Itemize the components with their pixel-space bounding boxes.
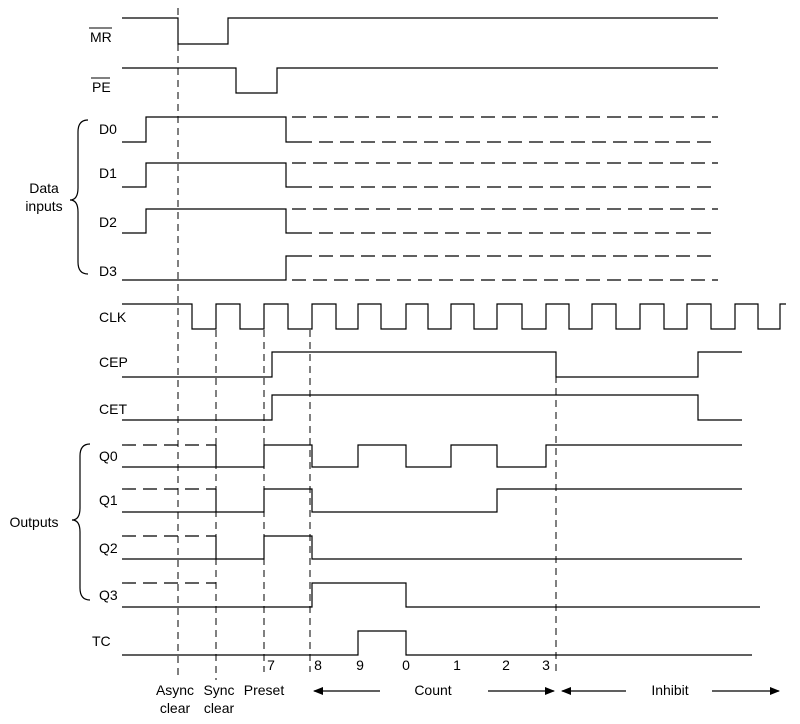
signal-label-d2: D2 (99, 214, 117, 230)
wave-d2 (122, 208, 298, 234)
phase-preset: Preset (244, 682, 285, 698)
phase-async-line2: clear (160, 700, 191, 716)
outputs-label: Outputs (9, 514, 58, 530)
phase-sync-line2: clear (204, 700, 235, 716)
count-9: 9 (356, 657, 364, 673)
outputs-brace (71, 443, 91, 601)
signal-label-pe: PE (92, 79, 111, 95)
wave-cep (122, 351, 742, 378)
wave-q0 (122, 444, 742, 468)
signal-label-tc: TC (92, 633, 111, 649)
phase-sync-line1: Sync (203, 682, 234, 698)
data-inputs-label-line2: inputs (25, 198, 62, 214)
wave-mr (122, 17, 718, 45)
signal-label-d1: D1 (99, 165, 117, 181)
count-2: 2 (502, 657, 510, 673)
count-1: 1 (453, 657, 461, 673)
wave-d0 (122, 116, 298, 143)
signal-label-q2: Q2 (99, 540, 118, 556)
signal-label-clk: CLK (99, 309, 127, 325)
data-inputs-label-line1: Data (29, 180, 59, 196)
signal-label-q0: Q0 (99, 448, 118, 464)
wave-clk (122, 303, 786, 330)
signal-label-cet: CET (99, 401, 127, 417)
signal-label-d0: D0 (99, 121, 117, 137)
signal-label-cep: CEP (99, 354, 128, 370)
phase-inhibit: Inhibit (651, 682, 688, 698)
signal-label-q1: Q1 (99, 492, 118, 508)
wave-q3 (122, 582, 760, 608)
count-0: 0 (402, 657, 410, 673)
wave-q1 (122, 488, 742, 513)
wave-cet (122, 394, 742, 421)
count-3: 3 (542, 657, 550, 673)
wave-tc (122, 630, 752, 656)
count-7: 7 (267, 657, 275, 673)
data-inputs-brace (69, 119, 89, 275)
signal-label-d3: D3 (99, 263, 117, 279)
wave-pe (122, 67, 718, 94)
phase-async-line1: Async (156, 682, 194, 698)
signal-label-q3: Q3 (99, 587, 118, 603)
count-8: 8 (314, 657, 322, 673)
wave-d3 (122, 255, 298, 281)
wave-d1 (122, 162, 298, 188)
signal-label-mr: MR (90, 29, 112, 45)
wave-q2 (122, 535, 742, 560)
phase-count: Count (414, 682, 451, 698)
